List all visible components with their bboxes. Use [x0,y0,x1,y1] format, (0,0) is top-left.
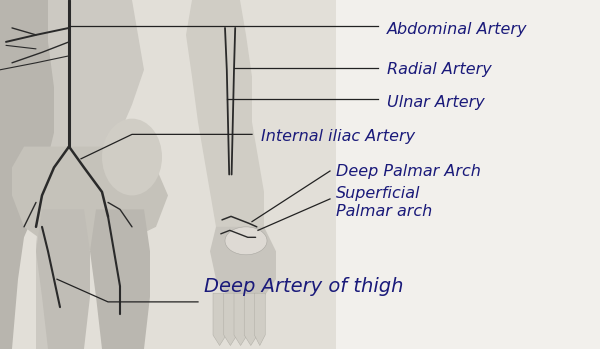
Polygon shape [210,227,276,307]
Polygon shape [0,0,90,349]
Polygon shape [213,293,226,346]
Text: Internal iliac Artery: Internal iliac Artery [261,129,415,143]
Text: Superficial
Palmar arch: Superficial Palmar arch [336,186,432,218]
Polygon shape [36,209,90,349]
Polygon shape [90,209,150,349]
Text: Ulnar Artery: Ulnar Artery [387,96,485,110]
Ellipse shape [225,227,267,255]
Text: Radial Artery: Radial Artery [387,62,492,77]
Polygon shape [36,0,144,349]
Text: Deep Artery of thigh: Deep Artery of thigh [204,277,404,296]
Polygon shape [234,293,247,346]
Ellipse shape [102,119,162,195]
Text: Abdominal Artery: Abdominal Artery [387,22,527,37]
Bar [0,0,336,349]
Text: Deep Palmar Arch: Deep Palmar Arch [336,164,481,178]
Polygon shape [254,293,265,346]
Polygon shape [186,0,264,262]
Polygon shape [244,293,257,346]
Polygon shape [224,293,237,346]
Polygon shape [12,147,168,251]
